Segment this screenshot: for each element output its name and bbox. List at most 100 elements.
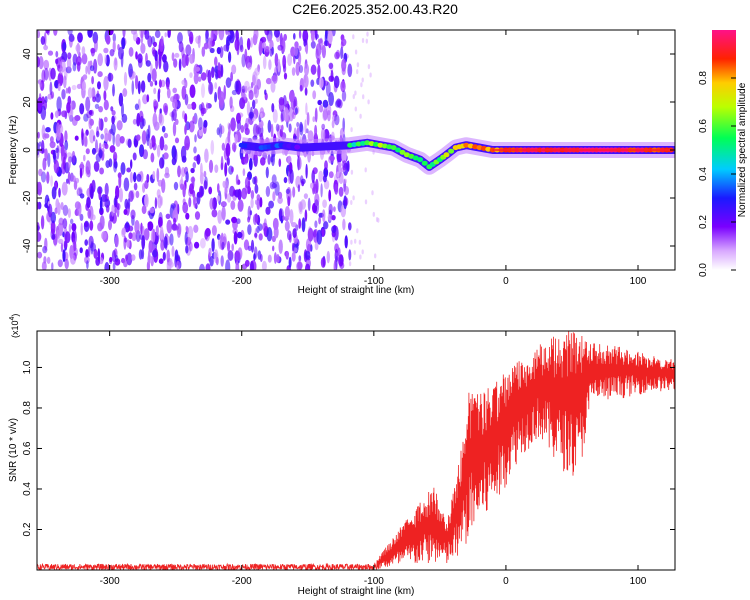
noise-speck <box>124 237 128 243</box>
y-tick-label: 0.8 <box>22 401 33 415</box>
noise-speck <box>114 234 119 248</box>
noise-speck <box>164 105 168 116</box>
noise-speck <box>63 75 67 89</box>
noise-speck <box>225 77 232 88</box>
noise-speck <box>203 42 209 50</box>
noise-speck <box>85 148 90 155</box>
noise-speck <box>91 76 94 85</box>
noise-speck <box>307 130 314 142</box>
noise-speck <box>93 161 100 172</box>
noise-speck <box>312 116 316 123</box>
noise-speck <box>248 89 254 101</box>
noise-speck <box>143 228 150 241</box>
noise-speck <box>252 99 256 110</box>
noise-speck <box>341 90 347 102</box>
noise-speck <box>265 166 269 179</box>
noise-speck <box>277 196 283 204</box>
noise-speck <box>252 176 257 185</box>
noise-speck <box>282 215 285 221</box>
noise-speck <box>229 96 233 109</box>
noise-speck <box>253 84 259 99</box>
noise-speck <box>185 225 189 232</box>
noise-speck <box>140 30 144 45</box>
noise-speck <box>43 45 48 51</box>
noise-speck <box>85 96 91 112</box>
noise-speck <box>322 174 327 183</box>
noise-speck <box>64 231 71 244</box>
noise-speck <box>79 247 83 254</box>
noise-speck <box>94 103 100 110</box>
noise-speck <box>304 45 308 53</box>
noise-speck <box>205 227 211 237</box>
noise-speck <box>138 249 143 260</box>
noise-speck <box>185 212 190 220</box>
noise-speck <box>291 222 297 228</box>
noise-speck <box>231 243 234 252</box>
noise-speck <box>90 185 94 200</box>
noise-speck <box>110 106 114 112</box>
noise-speck <box>145 60 151 67</box>
y-tick-label: 0.4 <box>22 482 33 496</box>
noise-speck <box>334 51 340 60</box>
noise-speck <box>241 263 248 270</box>
noise-speck <box>97 248 101 262</box>
noise-speck <box>247 245 252 251</box>
y-tick-label: 40 <box>22 48 33 60</box>
noise-speck <box>93 135 96 142</box>
noise-speck <box>84 239 88 246</box>
noise-speck <box>325 81 331 97</box>
noise-speck <box>304 209 308 222</box>
noise-speck <box>68 223 72 233</box>
track-point <box>417 157 424 163</box>
noise-speck <box>331 119 335 129</box>
noise-speck <box>126 239 131 248</box>
x-tick-label: 0 <box>503 276 509 287</box>
noise-speck <box>254 184 259 194</box>
noise-speck <box>166 249 170 263</box>
noise-speck <box>243 157 248 165</box>
noise-speck <box>265 45 270 53</box>
noise-speck <box>111 110 116 116</box>
noise-speck <box>141 205 147 215</box>
noise-speck <box>312 229 317 238</box>
noise-speck <box>254 98 258 104</box>
noise-speck <box>342 160 347 171</box>
noise-speck <box>211 209 218 218</box>
noise-speck <box>348 222 352 231</box>
noise-speck <box>335 255 338 270</box>
noise-speck <box>152 112 158 128</box>
noise-speck <box>225 259 231 270</box>
noise-speck <box>71 223 77 232</box>
noise-speck <box>81 46 86 56</box>
noise-speck <box>130 209 136 220</box>
noise-speck <box>310 79 315 87</box>
noise-speck <box>114 206 117 215</box>
noise-speck <box>166 88 171 99</box>
noise-speck <box>252 74 256 86</box>
noise-speck <box>305 263 311 270</box>
snr-x-label: Height of straight line (km) <box>298 586 415 597</box>
noise-speck <box>189 183 194 195</box>
noise-speck <box>89 220 94 231</box>
noise-speck <box>101 231 107 241</box>
noise-speck <box>356 69 359 75</box>
noise-speck <box>361 77 364 83</box>
noise-speck <box>294 107 298 115</box>
noise-speck <box>320 127 326 142</box>
noise-speck <box>241 187 248 200</box>
noise-speck <box>250 37 253 48</box>
noise-speck <box>38 168 43 177</box>
noise-speck <box>149 138 153 150</box>
noise-speck <box>184 93 189 106</box>
noise-speck <box>215 256 219 266</box>
noise-speck <box>194 66 201 72</box>
noise-speck <box>326 250 330 264</box>
x-tick-label: -200 <box>232 276 252 287</box>
noise-speck <box>336 98 342 107</box>
noise-speck <box>372 211 375 217</box>
noise-speck <box>76 42 80 55</box>
noise-speck <box>177 32 183 44</box>
noise-speck <box>161 178 166 194</box>
noise-speck <box>200 102 205 117</box>
noise-speck <box>85 249 89 258</box>
